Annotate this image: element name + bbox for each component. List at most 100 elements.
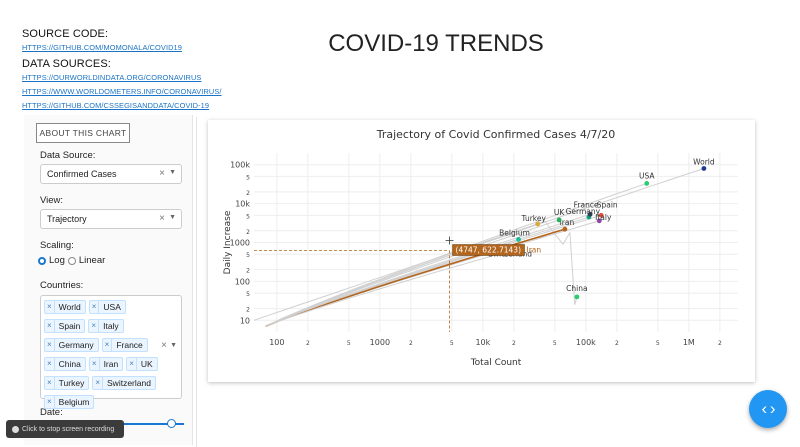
series-label-germany: Germany bbox=[566, 207, 601, 216]
screen-recording-banner[interactable]: Click to stop screen recording bbox=[6, 420, 124, 438]
remove-tag-icon[interactable]: × bbox=[45, 339, 55, 351]
y-tick-label: 2 bbox=[246, 268, 250, 275]
series-label-italy: Italy bbox=[595, 213, 612, 222]
country-tag-world[interactable]: × World bbox=[44, 300, 86, 314]
country-tag-label: Germany bbox=[58, 340, 94, 350]
data-source-link-jhu[interactable]: HTTPS://GITHUB.COM/CSSEGISANDDATA/COVID-… bbox=[22, 101, 210, 110]
data-source-link-worldometers[interactable]: HTTPS://WWW.WORLDOMETERS.INFO/CORONAVIRU… bbox=[22, 87, 222, 96]
hover-tooltip-box bbox=[452, 244, 525, 256]
y-tick-label: 5 bbox=[246, 213, 250, 220]
source-code-heading: SOURCE CODE: bbox=[22, 28, 109, 40]
y-tick-label: 5 bbox=[246, 174, 250, 181]
remove-tag-icon[interactable]: × bbox=[89, 320, 100, 332]
x-tick-label: 5 bbox=[656, 340, 660, 347]
series-marker-usa bbox=[644, 181, 650, 186]
chart-card: 100 2 5 1000 2 5 10k 2 5 100k 2 5 1M 2 10 2 5 100 2 5 1000 2 5… bbox=[208, 120, 755, 382]
chevron-down-icon[interactable]: ▼ bbox=[169, 169, 176, 176]
series-label-turkey: Turkey bbox=[521, 214, 547, 223]
remove-tag-icon[interactable]: × bbox=[45, 358, 55, 370]
x-tick-label: 100 bbox=[269, 338, 284, 347]
x-tick-label: 10k bbox=[475, 338, 490, 347]
scaling-radio-linear[interactable] bbox=[67, 256, 76, 265]
country-tags: × World × USA × Spain × Italy × Germany × France × Ch… bbox=[43, 298, 163, 412]
date-label: Date: bbox=[40, 407, 63, 418]
remove-tag-icon[interactable]: × bbox=[90, 301, 100, 313]
country-tag-france[interactable]: × France bbox=[101, 338, 148, 352]
x-tick-label: 5 bbox=[553, 340, 557, 347]
hover-tooltip-series: Iran bbox=[527, 246, 542, 255]
code-brackets-icon[interactable]: ‹ › bbox=[749, 390, 787, 428]
y-tick-label: 2 bbox=[246, 229, 250, 236]
remove-tag-icon[interactable]: × bbox=[45, 320, 55, 332]
series-line-switzerland bbox=[265, 248, 519, 327]
country-tag-spain[interactable]: × Spain bbox=[44, 319, 86, 333]
country-tag-switzerland[interactable]: × Switzerland bbox=[92, 376, 156, 390]
data-source-select[interactable]: Confirmed Cases × ▼ bbox=[40, 164, 182, 184]
chevron-down-icon[interactable]: ▼ bbox=[170, 342, 177, 349]
x-tick-label: 100k bbox=[576, 338, 596, 347]
country-tag-china[interactable]: × China bbox=[44, 357, 86, 371]
series-marker-italy bbox=[596, 218, 602, 224]
stop-record-icon[interactable] bbox=[12, 425, 19, 433]
remove-tag-icon[interactable]: × bbox=[103, 339, 113, 351]
series-line-turkey bbox=[265, 223, 538, 327]
remove-tag-icon[interactable]: × bbox=[45, 396, 55, 408]
scaling-radio-group: Log Linear bbox=[38, 255, 105, 266]
country-tag-label: World bbox=[58, 302, 81, 312]
remove-tag-icon[interactable]: × bbox=[45, 377, 55, 389]
scaling-label: Scaling: bbox=[40, 240, 74, 251]
x-tick-label: 2 bbox=[512, 340, 516, 347]
recording-text: Click to stop screen recording bbox=[22, 425, 115, 433]
date-slider-handle[interactable] bbox=[167, 419, 176, 428]
series-label-france: France bbox=[574, 200, 599, 209]
data-source-link-owid[interactable]: HTTPS://OURWORLDINDATA.ORG/CORONAVIRUS bbox=[22, 73, 202, 82]
clear-icon[interactable]: × bbox=[159, 168, 165, 179]
remove-tag-icon[interactable]: × bbox=[127, 358, 137, 370]
about-chart-button[interactable]: ABOUT THIS CHART bbox=[36, 123, 130, 143]
series-label-belgium: Belgium bbox=[499, 228, 530, 237]
country-tag-turkey[interactable]: × Turkey bbox=[44, 376, 90, 390]
country-tag-iran[interactable]: × Iran bbox=[88, 357, 124, 371]
scaling-radio-log[interactable] bbox=[38, 256, 46, 265]
clear-icon[interactable]: × bbox=[159, 213, 165, 224]
clear-icon[interactable]: × bbox=[161, 340, 167, 351]
country-tag-label: Turkey bbox=[58, 378, 85, 388]
country-tag-usa[interactable]: × USA bbox=[88, 300, 126, 314]
country-tag-italy[interactable]: × Italy bbox=[88, 319, 124, 333]
source-code-link[interactable]: HTTPS://GITHUB.COM/MOMONALA/COVID19 bbox=[22, 43, 182, 52]
x-tick-label: 2 bbox=[615, 340, 619, 347]
x-axis-label: Total Count bbox=[470, 358, 522, 368]
series-marker-france bbox=[587, 211, 593, 217]
y-axis-label: Daily Increase bbox=[223, 210, 233, 274]
view-select[interactable]: Trajectory × ▼ bbox=[40, 209, 182, 229]
remove-tag-icon[interactable]: × bbox=[90, 358, 100, 370]
data-source-label: Data Source: bbox=[40, 150, 96, 161]
y-tick-label: 1000 bbox=[230, 239, 250, 248]
country-tag-belgium[interactable]: × Belgium bbox=[44, 395, 95, 409]
trajectory-chart[interactable]: 100 2 5 1000 2 5 10k 2 5 100k 2 5 1M 2 10 2 5 100 2 5 1000 2 5… bbox=[208, 120, 755, 382]
series-line-uk bbox=[265, 219, 560, 327]
country-tag-label: Belgium bbox=[58, 397, 90, 407]
remove-tag-icon[interactable]: × bbox=[45, 301, 55, 313]
data-sources-heading: DATA SOURCES: bbox=[22, 58, 111, 70]
y-tick-label: 5 bbox=[246, 291, 250, 298]
country-tag-label: USA bbox=[103, 302, 121, 312]
chevron-down-icon[interactable]: ▼ bbox=[169, 214, 176, 221]
series-label-iran: Iran bbox=[560, 218, 575, 227]
country-tag-uk[interactable]: × UK bbox=[126, 357, 158, 371]
series-marker-uk bbox=[556, 217, 562, 223]
x-tick-label: 2 bbox=[306, 340, 310, 347]
remove-tag-icon[interactable]: × bbox=[93, 377, 104, 389]
country-tag-label: Iran bbox=[103, 359, 119, 369]
y-tick-label: 2 bbox=[246, 190, 250, 197]
series-marker-china bbox=[574, 294, 580, 300]
series-label-spain: Spain bbox=[597, 200, 618, 209]
x-tick-label: 1000 bbox=[370, 338, 390, 347]
series-marker-iran bbox=[562, 226, 568, 232]
x-tick-label: 1M bbox=[683, 338, 695, 347]
country-tag-label: France bbox=[116, 340, 143, 350]
chart-area-frame bbox=[196, 117, 763, 447]
countries-multiselect[interactable]: × World × USA × Spain × Italy × Germany × France × Ch… bbox=[40, 295, 182, 409]
country-tag-germany[interactable]: × Germany bbox=[44, 338, 99, 352]
country-tag-label: Switzerland bbox=[107, 378, 151, 388]
